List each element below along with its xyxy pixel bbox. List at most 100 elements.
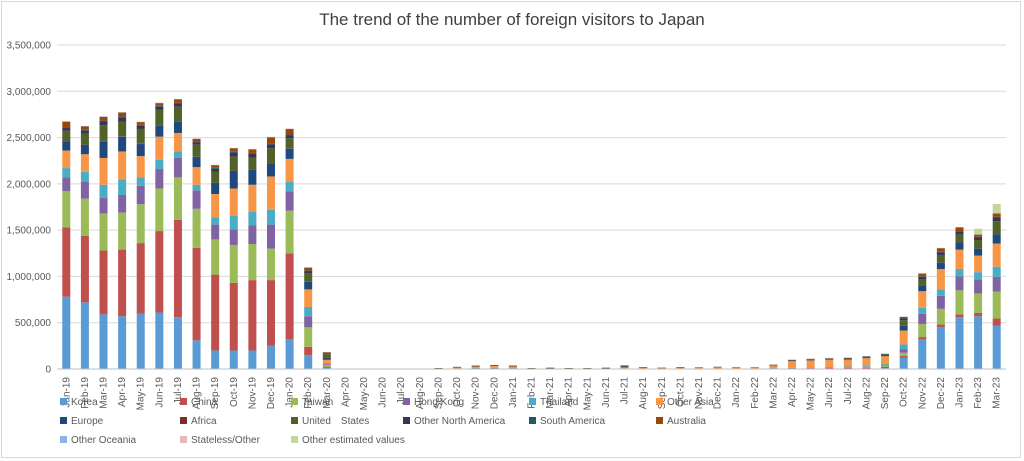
bar-segment <box>266 144 275 149</box>
bar-segment <box>918 276 927 280</box>
bar-segment <box>936 262 945 270</box>
bar-segment <box>285 148 294 159</box>
bar-segment <box>285 135 294 139</box>
bar-segment <box>136 185 145 205</box>
bar-segment <box>118 249 127 317</box>
bar-segment <box>881 356 890 365</box>
bar-segment <box>99 314 108 369</box>
y-tick-label: 2,000,000 <box>7 179 52 190</box>
legend-label: Other Asia <box>667 397 714 408</box>
bar-segment <box>99 120 108 122</box>
x-tick-label: Jan-21 <box>508 377 519 408</box>
bar-segment <box>80 154 89 172</box>
bar-segment <box>285 210 294 254</box>
bar-segment <box>881 355 890 357</box>
bar-segment <box>285 182 294 192</box>
bar-segment <box>322 364 331 367</box>
x-tick-label: Sep-19 <box>210 377 221 410</box>
bar-segment <box>211 165 220 168</box>
legend-label: Taiwan <box>302 397 333 408</box>
x-tick-label: Oct-19 <box>229 377 240 407</box>
bar-segment <box>992 221 1001 235</box>
bar-segment <box>80 198 89 236</box>
bar-segment <box>676 367 685 369</box>
x-tick-label: Oct-22 <box>899 377 910 407</box>
bar-segment <box>750 367 759 369</box>
bar-segment <box>992 216 1001 218</box>
x-tick-label: Apr-22 <box>787 377 798 407</box>
legend-swatch <box>60 398 67 405</box>
bar-segment <box>992 213 1001 217</box>
bar-segment <box>899 349 908 353</box>
bar-segment <box>974 279 983 294</box>
bar-segment <box>99 116 108 121</box>
x-tick-label: Jul-19 <box>173 377 184 405</box>
bar-segment <box>304 327 313 347</box>
bar-segment <box>118 151 127 180</box>
bar-segment <box>974 237 983 241</box>
bar-segment <box>192 184 201 191</box>
bar-segment <box>304 316 313 328</box>
bar-segment <box>118 316 127 369</box>
bar-segment <box>955 227 964 232</box>
bar-segment <box>99 250 108 315</box>
legend-swatch <box>291 436 298 443</box>
bar-segment <box>918 285 927 292</box>
bar-segment <box>62 121 71 128</box>
bar-segment <box>155 159 164 170</box>
legend-label: Hong Kong <box>414 397 464 408</box>
bar-segment <box>136 124 145 126</box>
bar-segment <box>936 269 945 290</box>
bar-segment <box>266 280 275 346</box>
bar-segment <box>899 330 908 345</box>
bar-segment <box>192 141 201 143</box>
bar-segment <box>955 231 964 235</box>
bar-segment <box>118 194 127 213</box>
bar-segment <box>62 130 71 141</box>
x-tick-label: Dec-22 <box>936 377 947 410</box>
bar-segment <box>266 148 275 164</box>
bar-segment <box>155 136 164 160</box>
bar-segment <box>453 367 462 369</box>
bar-segment <box>285 158 294 183</box>
legend-label: China <box>191 397 218 408</box>
bar-segment <box>192 157 201 168</box>
bar-segment <box>99 157 108 185</box>
bar-segment <box>992 325 1001 369</box>
bar-segment <box>155 231 164 313</box>
bar-segment <box>211 182 220 195</box>
bar-segment <box>99 141 108 158</box>
x-tick-label: Oct-20 <box>452 377 463 407</box>
x-tick-label: Mar-23 <box>992 377 1003 409</box>
bar-segment <box>304 267 313 271</box>
bar-segment <box>936 248 945 252</box>
bar-segment <box>974 248 983 256</box>
bar-segment <box>211 194 220 218</box>
bar-segment <box>80 171 89 183</box>
x-tick-label: Jun-21 <box>601 377 612 408</box>
bar-segment <box>136 122 145 125</box>
x-tick-label: Apr-21 <box>564 377 575 407</box>
bar-segment <box>229 170 238 189</box>
bar-segment <box>118 116 127 118</box>
bar-segment <box>862 358 871 367</box>
bar-segment <box>974 234 983 237</box>
x-tick-label: Mar-21 <box>545 377 556 409</box>
bar-segment <box>974 236 983 238</box>
bar-segment <box>899 357 908 369</box>
bar-segment <box>192 190 201 209</box>
bar-segment <box>173 99 182 103</box>
bar-segment <box>936 251 945 253</box>
bar-segment <box>136 128 145 144</box>
bar-segment <box>80 182 89 199</box>
bar-segment <box>806 359 815 361</box>
bar-segment <box>304 346 313 356</box>
bar-segment <box>322 352 331 353</box>
bar-segment <box>192 247 201 341</box>
bar-segment <box>118 212 127 250</box>
bar-segment <box>155 188 164 232</box>
bar-segment <box>99 184 108 198</box>
x-tick-label: Jun-19 <box>154 377 165 408</box>
bar-segment <box>862 356 871 358</box>
